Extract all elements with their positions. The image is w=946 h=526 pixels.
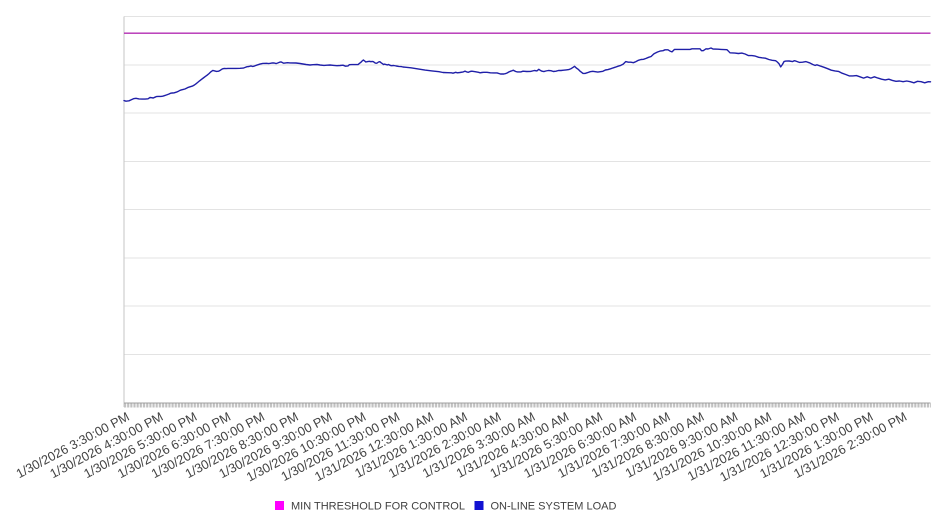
- svg-text:MIN THRESHOLD FOR CONTROL: MIN THRESHOLD FOR CONTROL: [291, 501, 465, 513]
- svg-text:ON-LINE SYSTEM LOAD: ON-LINE SYSTEM LOAD: [491, 501, 617, 513]
